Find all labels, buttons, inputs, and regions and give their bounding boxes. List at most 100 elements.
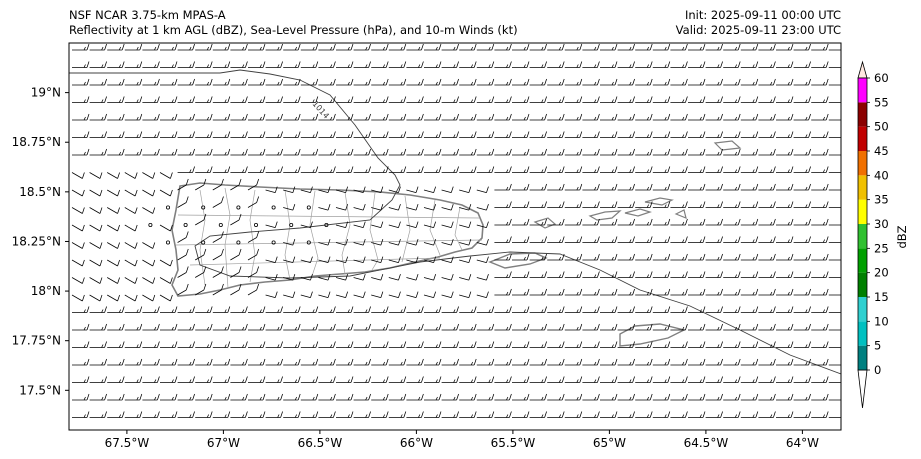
- wind-barb: [670, 376, 688, 383]
- wind-barb: [283, 186, 296, 193]
- wind-barb: [160, 61, 178, 68]
- wind-barb: [160, 43, 178, 51]
- wind-barb: [371, 306, 389, 313]
- wind-barb: [776, 253, 794, 261]
- wind-barb: [512, 183, 530, 191]
- wind-barb: [230, 411, 248, 418]
- wind-barb: [635, 358, 653, 366]
- wind-barb: [476, 256, 489, 263]
- wind-barb: [353, 166, 371, 173]
- wind-barb: [89, 259, 103, 267]
- wind-barb: [71, 189, 85, 197]
- wind-barb: [353, 43, 371, 51]
- colorbar-swatch: [858, 345, 867, 370]
- wind-barb: [776, 376, 794, 383]
- wind-barb: [705, 148, 723, 156]
- wind-barb: [230, 248, 242, 261]
- wind-barb: [811, 341, 829, 348]
- wind-barb: [177, 376, 195, 383]
- wind-barb: [72, 411, 90, 418]
- wind-barb: [160, 341, 178, 348]
- wind-barb: [582, 96, 600, 103]
- wind-barb: [582, 253, 600, 261]
- wind-barb: [441, 358, 459, 366]
- wind-barb: [494, 393, 512, 401]
- wind-barb: [776, 113, 794, 121]
- wind-barb: [336, 61, 354, 68]
- colorbar-tick-label: 20: [874, 266, 889, 280]
- wind-barb: [177, 131, 195, 138]
- wind-barb: [476, 166, 495, 173]
- wind-barb: [529, 148, 547, 156]
- wind-barb: [195, 393, 213, 401]
- wind-barb: [388, 256, 401, 263]
- wind-barb: [212, 178, 224, 191]
- wind-barb: [265, 166, 283, 173]
- wind-barb: [177, 306, 195, 313]
- wind-barb: [248, 393, 266, 401]
- wind-barb: [652, 183, 671, 191]
- calm-wind-marker: [306, 205, 311, 210]
- wind-barb: [406, 61, 424, 68]
- wind-barb: [195, 131, 213, 138]
- wind-barb: [142, 43, 160, 51]
- wind-barb: [564, 78, 583, 86]
- colorbar-tick-label: 10: [874, 314, 889, 328]
- wind-barb: [564, 253, 583, 261]
- wind-barb: [582, 288, 600, 296]
- wind-barb: [512, 166, 530, 173]
- wind-barb: [582, 166, 600, 173]
- wind-barb: [71, 242, 85, 249]
- wind-barb: [688, 166, 706, 173]
- wind-barb: [283, 273, 296, 281]
- wind-barb: [318, 78, 336, 86]
- wind-barb: [318, 291, 331, 298]
- wind-barb: [89, 148, 107, 156]
- wind-barb: [758, 166, 776, 173]
- wind-barb: [230, 131, 248, 138]
- wind-barb: [459, 291, 472, 298]
- vieques-outline: [488, 252, 548, 269]
- wind-barb: [195, 78, 213, 86]
- wind-barb: [371, 221, 384, 228]
- wind-barb: [160, 393, 178, 401]
- wind-barb: [476, 148, 495, 156]
- wind-barb: [388, 96, 407, 103]
- wind-barb: [371, 376, 389, 383]
- wind-barb: [424, 323, 442, 331]
- wind-barb: [318, 323, 336, 331]
- wind-barb: [230, 213, 242, 226]
- wind-barb: [424, 148, 442, 156]
- wind-barb: [828, 101, 841, 103]
- wind-barb: [441, 291, 454, 298]
- wind-barb: [758, 148, 776, 156]
- wind-barb: [740, 253, 759, 261]
- wind-barb: [582, 411, 600, 418]
- wind-barb: [353, 256, 366, 263]
- colorbar-tick-label: 15: [874, 290, 889, 304]
- wind-barb: [723, 323, 741, 331]
- wind-barb: [283, 203, 296, 211]
- wind-barb: [248, 43, 266, 51]
- wind-barb: [758, 218, 776, 226]
- wind-barb: [353, 78, 371, 86]
- wind-barb: [828, 188, 841, 191]
- wind-barb: [318, 341, 336, 348]
- wind-barb: [564, 183, 583, 191]
- wind-barb: [318, 61, 336, 68]
- wind-barb: [529, 323, 547, 331]
- wind-barb: [476, 96, 495, 103]
- wind-barb: [600, 358, 618, 366]
- wind-barb: [828, 346, 841, 348]
- wind-barb: [406, 393, 424, 401]
- wind-barb: [424, 96, 442, 103]
- wind-barb: [160, 376, 178, 383]
- wind-barb: [406, 323, 424, 331]
- wind-barb: [723, 148, 741, 156]
- wind-barb: [142, 113, 160, 121]
- wind-barb: [564, 323, 583, 331]
- wind-barb: [600, 201, 618, 208]
- wind-barb: [793, 358, 811, 366]
- wind-barb: [230, 393, 248, 401]
- wind-barb: [564, 148, 583, 156]
